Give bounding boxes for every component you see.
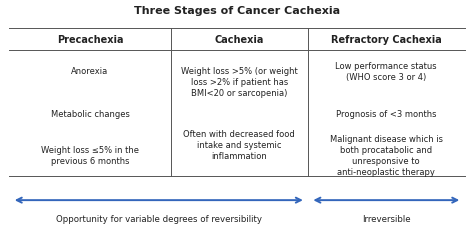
Text: Low performance status
(WHO score 3 or 4): Low performance status (WHO score 3 or 4… — [336, 62, 437, 82]
Text: Malignant disease which is
both procatabolic and
unresponsive to
anti-neoplastic: Malignant disease which is both procatab… — [330, 135, 443, 177]
Text: Irreversible: Irreversible — [362, 214, 410, 223]
Text: Weight loss ≤5% in the
previous 6 months: Weight loss ≤5% in the previous 6 months — [41, 146, 139, 166]
Text: Refractory Cachexia: Refractory Cachexia — [331, 35, 442, 45]
Text: Prognosis of <3 months: Prognosis of <3 months — [336, 109, 437, 118]
Text: Often with decreased food
intake and systemic
inflammation: Often with decreased food intake and sys… — [183, 130, 295, 161]
Text: Anorexia: Anorexia — [72, 67, 109, 76]
Text: Three Stages of Cancer Cachexia: Three Stages of Cancer Cachexia — [134, 6, 340, 16]
Text: Weight loss >5% (or weight
loss >2% if patient has
BMI<20 or sarcopenia): Weight loss >5% (or weight loss >2% if p… — [181, 67, 298, 98]
Text: Opportunity for variable degrees of reversibility: Opportunity for variable degrees of reve… — [56, 214, 262, 223]
Text: Cachexia: Cachexia — [215, 35, 264, 45]
Text: Precachexia: Precachexia — [57, 35, 123, 45]
Text: Metabolic changes: Metabolic changes — [51, 109, 129, 118]
